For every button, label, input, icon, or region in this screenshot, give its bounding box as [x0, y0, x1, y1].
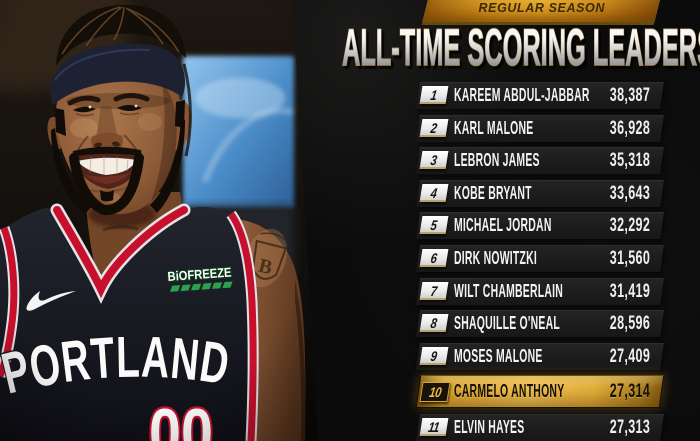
player-name: SHAQUILLE O'NEAL: [454, 313, 560, 334]
player-name: LEBRON JAMES: [454, 150, 540, 171]
leaderboard-row: 4 KOBE BRYANT 33,643: [418, 180, 662, 207]
points-value: 28,596: [609, 313, 650, 335]
rank-badge: 7: [419, 281, 449, 300]
leaderboard-row: 2 KARL MALONE 36,928: [418, 115, 662, 142]
rank-badge: 11: [419, 417, 449, 436]
leaderboard-row: 10 CARMELO ANTHONY 27,314: [418, 375, 662, 408]
player-name: WILT CHAMBERLAIN: [454, 280, 564, 301]
rank-number: 4: [429, 184, 439, 201]
rank-badge: 3: [419, 151, 449, 170]
title-text: ALL-TIME SCORING LEADERS: [342, 19, 700, 77]
rank-number: 10: [427, 384, 443, 401]
player-name: KAREEM ABDUL-JABBAR: [454, 85, 590, 105]
leaderboard-panel: REGULAR SEASON ALL-TIME SCORING LEADERS …: [293, 0, 700, 441]
leaderboard-row: 11 ELVIN HAYES 27,313: [418, 414, 662, 441]
points-value: 32,292: [609, 215, 650, 237]
points-value: 31,560: [609, 247, 650, 269]
rank-badge: 10: [419, 382, 451, 403]
rank-number: 1: [429, 87, 439, 103]
rank-badge: 9: [419, 346, 449, 365]
rank-number: 9: [429, 347, 439, 364]
leaderboard-row: 3 LEBRON JAMES 35,318: [418, 147, 662, 174]
player-name: MOSES MALONE: [454, 345, 543, 366]
page-title: ALL-TIME SCORING LEADERS: [341, 18, 700, 78]
leaderboard-row: 5 MICHAEL JORDAN 32,292: [418, 212, 662, 239]
player-name: MICHAEL JORDAN: [454, 215, 552, 236]
rank-badge: 5: [419, 216, 449, 235]
leaderboard-row: 6 DIRK NOWITZKI 31,560: [418, 245, 662, 272]
points-value: 31,419: [609, 280, 650, 302]
leaderboard-row: 7 WILT CHAMBERLAIN 31,419: [418, 278, 662, 305]
player-name: KARL MALONE: [454, 117, 534, 138]
points-value: 33,643: [609, 182, 650, 204]
player-photo: B BiOFREEZE: [0, 0, 330, 441]
points-value: 27,313: [609, 416, 650, 438]
rank-number: 2: [429, 119, 439, 136]
leaderboard-row: 9 MOSES MALONE 27,409: [418, 343, 662, 370]
player-name: ELVIN HAYES: [454, 416, 525, 437]
season-banner-label: REGULAR SEASON: [478, 1, 605, 15]
points-value: 35,318: [609, 150, 650, 172]
rank-badge: 6: [419, 248, 449, 267]
rank-badge: 8: [419, 314, 449, 333]
rank-number: 6: [429, 249, 439, 266]
leaderboard-row: 1 KAREEM ABDUL-JABBAR 38,387: [418, 82, 662, 109]
rank-number: 11: [427, 418, 441, 435]
rank-number: 8: [429, 315, 439, 332]
points-value: 27,409: [609, 345, 650, 367]
player-name: DIRK NOWITZKI: [454, 247, 538, 268]
player-photo-art: B BiOFREEZE: [0, 0, 330, 441]
points-value: 38,387: [609, 85, 650, 106]
rank-badge: 4: [419, 183, 449, 202]
player-name: CARMELO ANTHONY: [454, 381, 565, 402]
leaderboard: 1 KAREEM ABDUL-JABBAR 38,387 2 KARL MALO…: [418, 82, 662, 441]
points-value: 27,314: [609, 381, 650, 403]
rank-badge: 2: [419, 118, 449, 137]
rank-number: 3: [429, 152, 439, 169]
rank-number: 7: [429, 282, 439, 299]
points-value: 36,928: [609, 117, 650, 139]
rank-badge: 1: [419, 86, 449, 104]
player-name: KOBE BRYANT: [454, 182, 532, 203]
rank-number: 5: [429, 217, 439, 234]
leaderboard-row: 8 SHAQUILLE O'NEAL 28,596: [418, 310, 662, 337]
